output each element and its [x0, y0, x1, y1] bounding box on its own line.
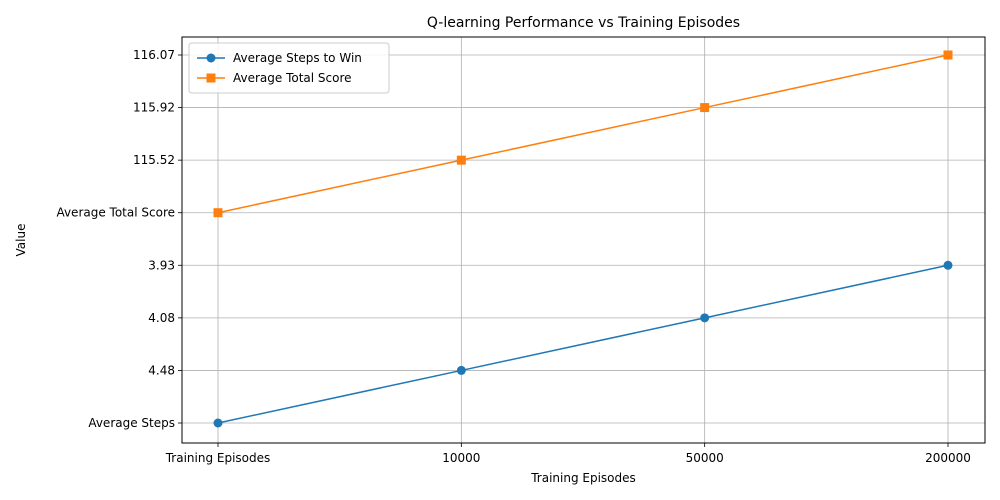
x-tick-label: 10000	[442, 451, 480, 465]
data-point-square	[700, 103, 710, 113]
legend: Average Steps to Win Average Total Score	[188, 42, 390, 94]
legend-label: Average Total Score	[233, 71, 352, 85]
data-point-circle	[943, 260, 953, 270]
series-group	[213, 50, 953, 428]
series-line-2	[217, 54, 949, 214]
y-tick-label: 115.52	[133, 153, 175, 167]
y-tick-label: Average Steps	[88, 416, 175, 430]
chart-title: Q-learning Performance vs Training Episo…	[427, 15, 740, 31]
plot-area-frame	[181, 36, 986, 444]
data-point-circle	[213, 418, 223, 428]
legend-marker-circle	[206, 53, 216, 63]
y-tick-label: 115.92	[133, 101, 175, 115]
data-point-square	[943, 50, 953, 60]
legend-box	[188, 42, 390, 94]
data-point-circle	[700, 313, 710, 323]
y-tick-label: 116.07	[133, 48, 175, 62]
y-axis-label: Value	[14, 224, 28, 257]
data-point-circle	[456, 365, 466, 375]
x-axis-label: Training Episodes	[530, 471, 636, 485]
x-tick-label: 200000	[925, 451, 971, 465]
x-tick-label: Training Episodes	[165, 451, 271, 465]
x-axis-ticks: Training Episodes 10000 50000 200000	[165, 443, 971, 465]
grid-lines	[182, 37, 985, 443]
data-point-square	[213, 208, 223, 218]
y-tick-label: 4.08	[148, 311, 175, 325]
data-point-square	[456, 155, 466, 165]
x-tick-label: 50000	[686, 451, 724, 465]
legend-label: Average Steps to Win	[233, 51, 362, 65]
series-line-1	[217, 264, 949, 424]
y-tick-label: Average Total Score	[56, 206, 175, 220]
y-axis-ticks: Average Steps 4.48 4.08 3.93 Average Total S…	[56, 48, 182, 430]
y-tick-label: 4.48	[148, 363, 175, 377]
legend-marker-square	[206, 73, 216, 83]
y-tick-label: 3.93	[148, 258, 175, 272]
